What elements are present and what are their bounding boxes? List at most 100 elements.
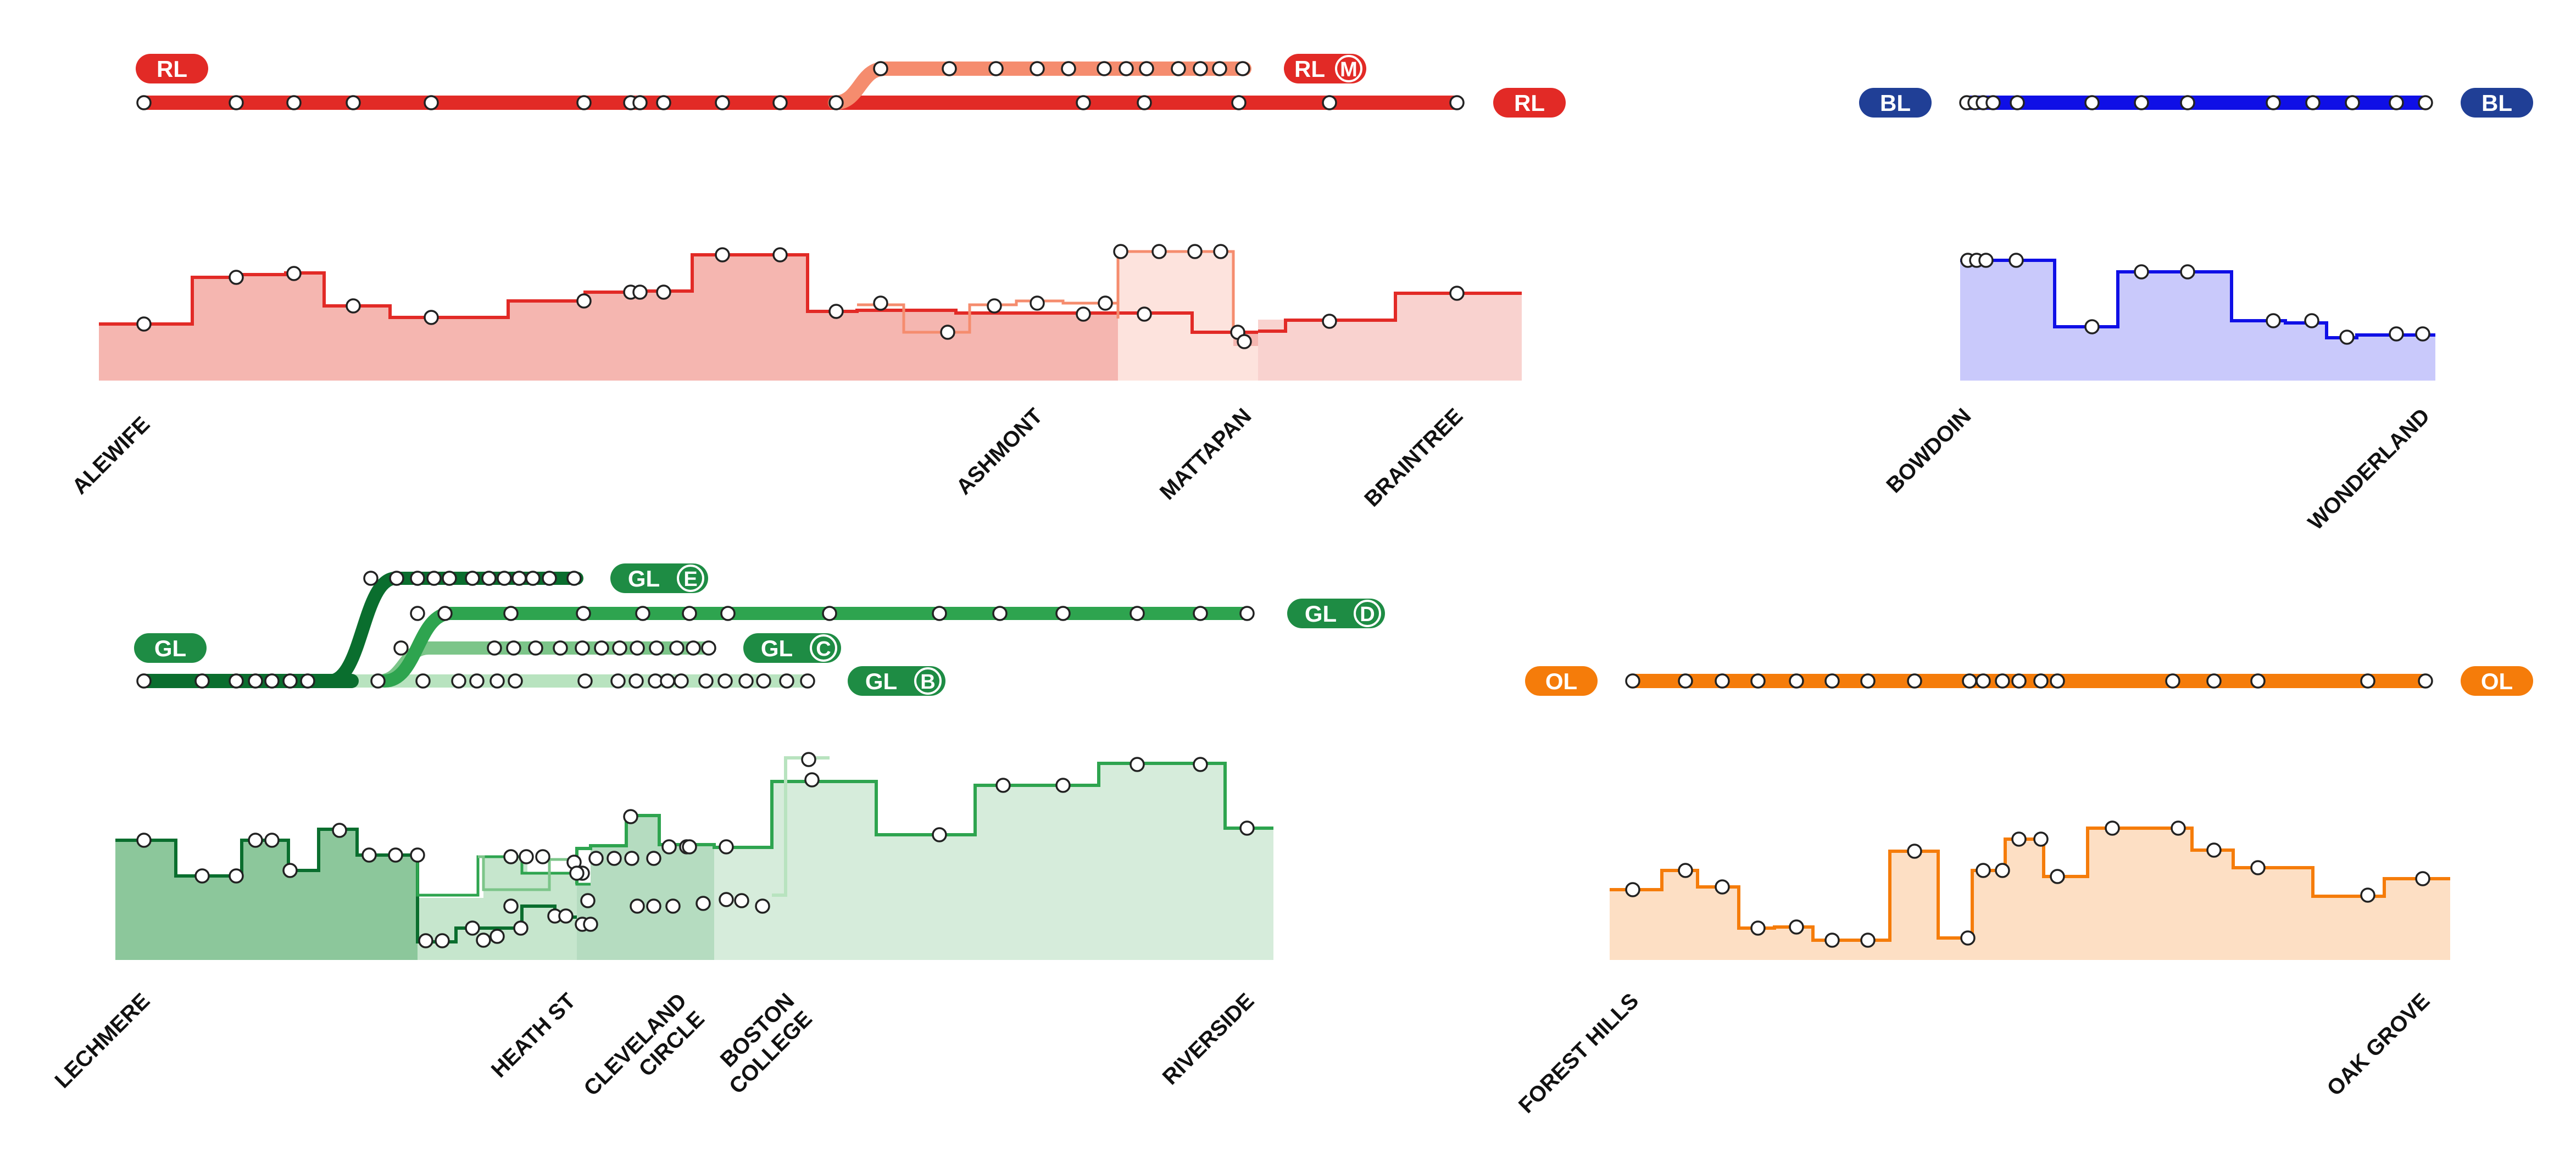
orange-profile-station [1789,919,1804,935]
orange-profile-station [1678,863,1693,878]
orange-profile-station [1907,844,1922,859]
term-forest-hills-line: FOREST HILLS [1514,989,1643,1118]
green-badge-c-text: GL [761,635,793,661]
blue-station [1985,95,2001,110]
blue-badge-right-text: BL [2482,90,2512,116]
green-profile-station [719,892,734,907]
green-badge-e-text: GL [628,566,660,591]
green-c-fill [577,816,714,960]
green-profile-station [465,920,480,936]
orange-station [1962,673,1977,689]
red-profile-station [1449,286,1465,301]
blue-profile-station [2266,313,2281,328]
green-d-station [822,606,837,621]
red-ashmont-station [873,61,888,76]
red-ashmont-station [1139,61,1154,76]
green-e-line [323,572,583,688]
red-badge-mattapan-pill [1284,54,1366,83]
blue-badge-right-pill [2461,88,2533,118]
green-d-station [932,606,947,621]
green-c-station [594,640,609,656]
orange-profile-station [2105,820,2120,836]
orange-profile-station [1976,863,1991,878]
red-trunk-station [1322,95,1337,110]
orange-profile-station [1715,879,1730,895]
term-alewife: ALEWIFE [68,412,154,499]
red-badge-mattapan-branch-text: M [1340,58,1357,81]
orange-step [1610,827,2450,942]
red-badge-left-text: RL [157,56,187,82]
red-badge-mattapan-ring [1335,55,1362,82]
red-profile-station [940,325,955,340]
green-profile-station [734,893,749,908]
red-profile-station [656,284,671,300]
green-profile-station [535,849,550,864]
term-bowdoin-line: BOWDOIN [1882,404,1976,498]
green-b-station [508,673,523,689]
red-profile-station [1213,244,1228,259]
orange-profile-station [1824,933,1840,948]
orange-profile-station [2171,820,2186,836]
green-trunk-station [194,673,210,689]
red-ashmont-station [1171,61,1186,76]
green-b-station [779,673,794,689]
term-oak-grove: OAK GROVE [2322,989,2434,1101]
term-oak-grove-line: OAK GROVE [2322,989,2434,1101]
green-profile-station [361,847,377,863]
green-d-station [682,606,697,621]
orange-station [2206,673,2222,689]
green-d-station [576,606,591,621]
green-trunk-station [370,673,386,689]
green-e-station [566,571,582,586]
green-badge-d-pill [1287,599,1385,628]
term-riverside: RIVERSIDE [1158,989,1259,1090]
orange-badge-left-text: OL [1545,668,1577,694]
green-profile-station [630,898,645,914]
red-profile-station [286,266,302,281]
green-c-station [553,640,568,656]
green-d-station [1130,606,1145,621]
green-b-station [698,673,714,689]
term-cleveland-circle: CLEVELANDCIRCLE [579,989,709,1118]
green-badge-c-branch-text: C [816,638,831,661]
green-d-station [720,606,736,621]
red-profile-station [828,304,844,319]
green-c-station [575,640,590,656]
terminal-labels: ALEWIFE ASHMONT MATTAPAN BRAINTREE BOWDOIN WO… [51,404,2435,1118]
red-profile-station [1076,306,1091,322]
orange-station [2250,673,2266,689]
blue-profile-station [2339,330,2355,345]
green-trunk-station [229,673,244,689]
green-e-station [426,571,442,586]
term-ashmont: ASHMONT [952,404,1047,499]
green-b-station [415,673,431,689]
red-trunk-station [632,95,648,110]
green-badge-b-ring [914,667,942,695]
blue-badge-left-text: BL [1880,90,1911,116]
green-e-station [542,571,557,586]
red-profile-station [1137,306,1152,322]
red-trunk-station [136,95,152,110]
green-profile-station [558,908,574,924]
green-profile-station [388,847,403,863]
orange-profile-station [2033,831,2049,847]
red-profile-station [1187,244,1203,259]
green-profile-station [519,849,534,864]
green-profile-station [410,847,425,863]
orange-profile-station [1960,930,1976,946]
orange-station [1625,673,1640,689]
orange-profile-station [2050,869,2065,884]
green-badge-d-text: GL [1305,601,1337,627]
green-badge-e-ring [677,565,704,592]
red-ashmont-station [988,61,1004,76]
orange-badge-left-pill [1525,666,1598,696]
orange-badge-right-pill [2461,666,2533,696]
orange-station [1907,673,1922,689]
blue-profile-station [2134,264,2149,280]
red-profile-station [715,247,730,263]
term-lechmere-line: LECHMERE [51,989,155,1093]
red-mattapan-step [1116,250,1235,336]
term-heath-st: HEATH ST [487,989,580,1082]
green-badge-e-branch-text: E [683,568,697,591]
green-d-station [635,606,650,621]
